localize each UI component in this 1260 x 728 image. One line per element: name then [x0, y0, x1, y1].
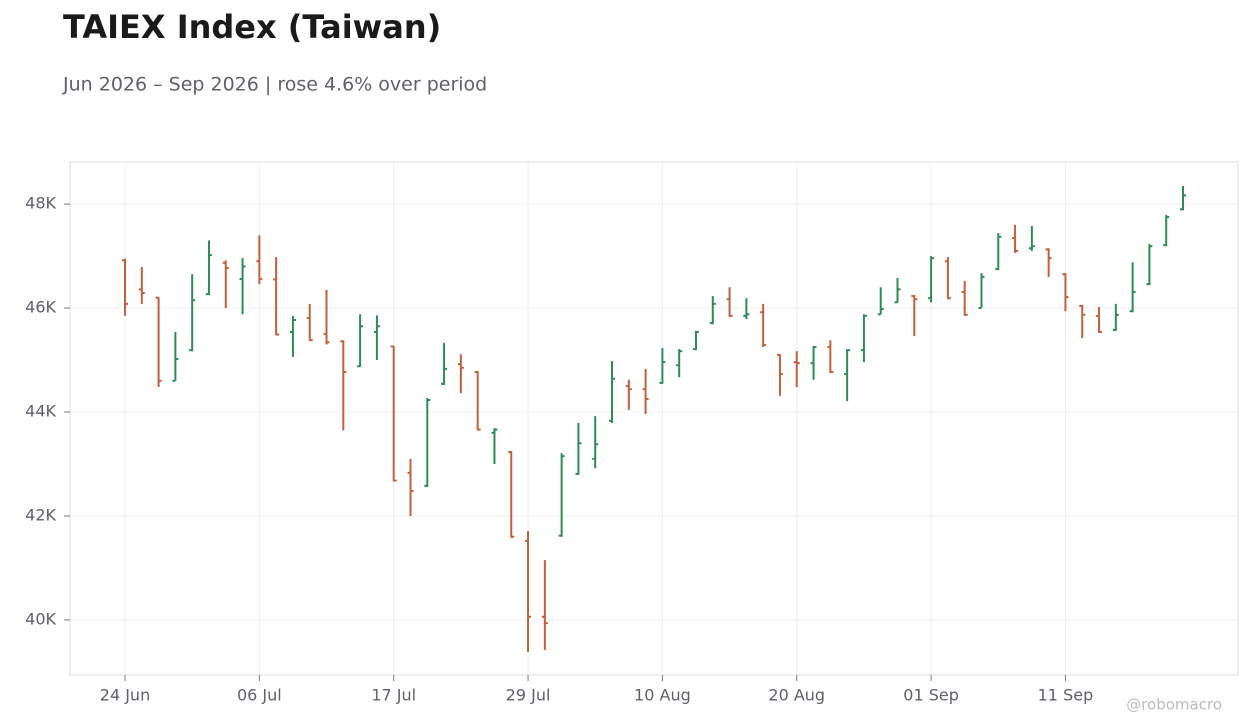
y-tick-label: 42K — [25, 505, 56, 524]
x-tick-label: 11 Sep — [1038, 686, 1094, 705]
y-tick-label: 48K — [25, 194, 56, 213]
x-tick-label: 20 Aug — [768, 686, 825, 705]
chart-subtitle: Jun 2026 – Sep 2026 | rose 4.6% over per… — [62, 74, 487, 96]
plot-frame — [69, 161, 1239, 676]
x-tick-label: 06 Jul — [237, 686, 282, 705]
watermark: @robomacro — [1126, 696, 1222, 714]
y-tick-label: 44K — [25, 402, 56, 421]
x-tick-label: 10 Aug — [634, 686, 691, 705]
x-tick-label: 01 Sep — [903, 686, 959, 705]
x-tick-label: 17 Jul — [371, 686, 416, 705]
x-tick-label: 24 Jun — [100, 686, 150, 705]
chart-title: TAIEX Index (Taiwan) — [63, 8, 441, 46]
y-tick-label: 46K — [25, 298, 56, 317]
y-tick-label: 40K — [25, 609, 56, 628]
x-tick-label: 29 Jul — [506, 686, 551, 705]
